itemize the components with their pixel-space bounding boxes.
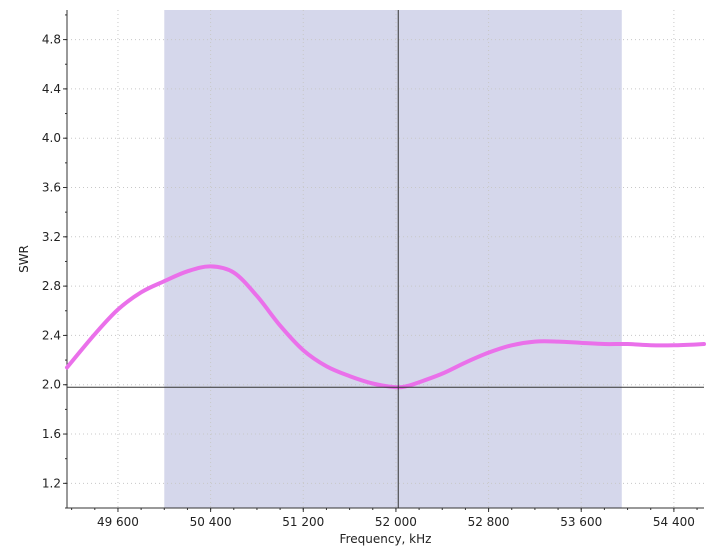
y-tick-label: 2.4 bbox=[42, 328, 61, 342]
y-tick-label: 4.4 bbox=[42, 82, 61, 96]
y-axis-title: SWR bbox=[17, 245, 31, 273]
x-tick-label: 52 800 bbox=[468, 515, 510, 529]
x-axis-title: Frequency, kHz bbox=[340, 532, 432, 546]
y-tick-label: 2.0 bbox=[42, 378, 61, 392]
y-tick-label: 3.6 bbox=[42, 181, 61, 195]
y-tick-label: 3.2 bbox=[42, 230, 61, 244]
x-tick-label: 51 200 bbox=[282, 515, 324, 529]
y-tick-label: 1.6 bbox=[42, 427, 61, 441]
x-tick-label: 53 600 bbox=[560, 515, 602, 529]
y-tick-label: 4.8 bbox=[42, 33, 61, 47]
x-tick-label: 49 600 bbox=[97, 515, 139, 529]
y-tick-label: 4.0 bbox=[42, 131, 61, 145]
x-tick-label: 54 400 bbox=[653, 515, 695, 529]
band-region bbox=[164, 10, 622, 508]
x-tick-label: 50 400 bbox=[190, 515, 232, 529]
y-tick-label: 2.8 bbox=[42, 279, 61, 293]
x-tick-label: 52 000 bbox=[375, 515, 417, 529]
y-tick-label: 1.2 bbox=[42, 476, 61, 490]
